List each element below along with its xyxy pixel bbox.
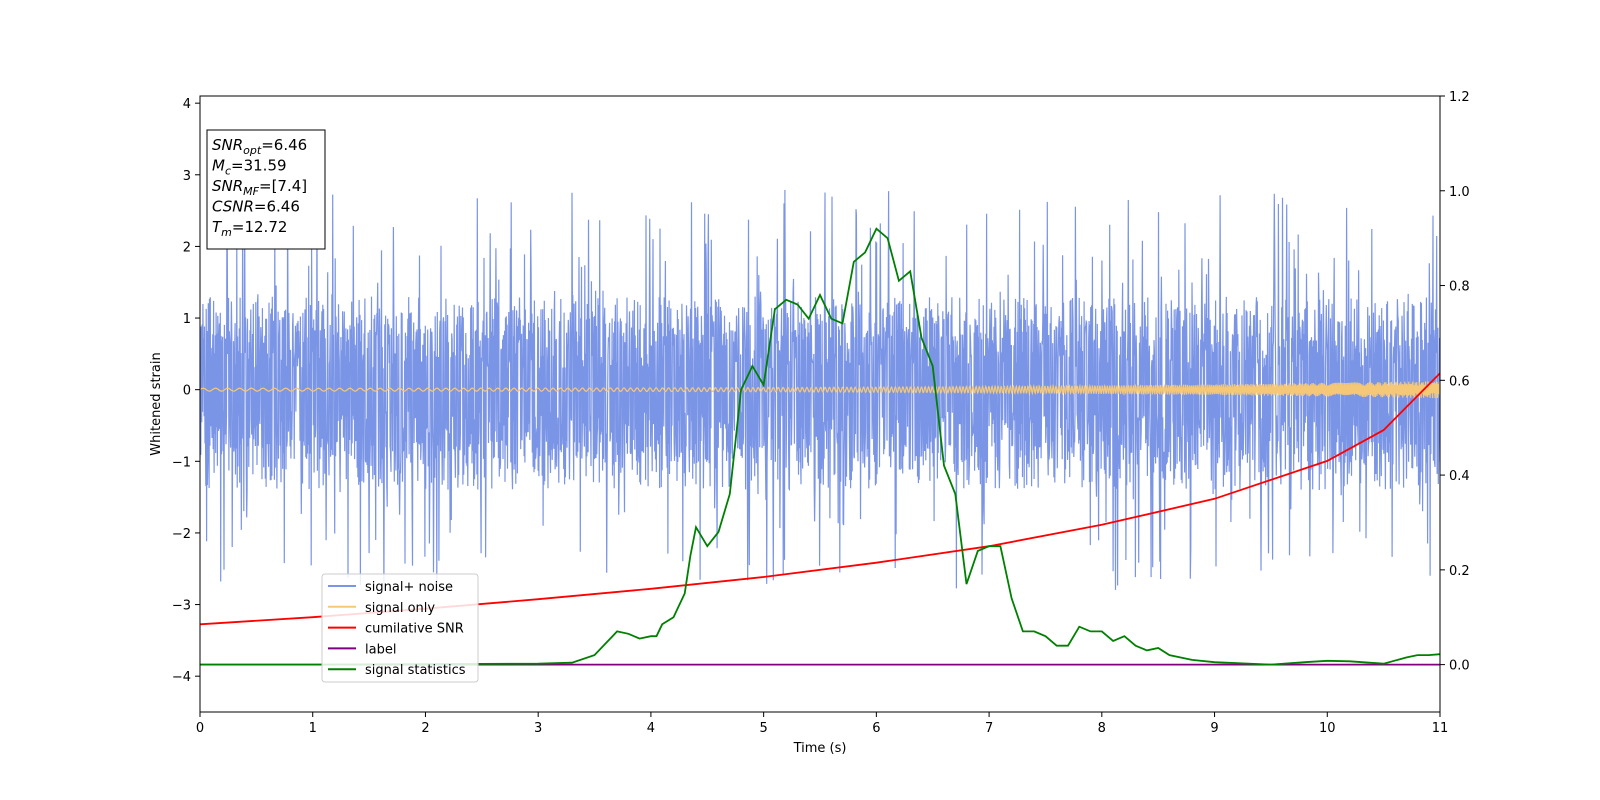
y-right-tick-label: 0.8 xyxy=(1449,280,1470,295)
y-left-tick-label: −3 xyxy=(172,599,191,614)
x-tick-label: 5 xyxy=(759,721,767,736)
series-line-signal-statistics xyxy=(200,227,1440,666)
y-right-tick-label: 1.2 xyxy=(1449,90,1470,105)
annotation-frame xyxy=(206,129,326,250)
annotation-line: Mc=31.59 xyxy=(212,157,287,178)
legend-label: signal+ noise xyxy=(365,580,453,595)
x-tick-label: 6 xyxy=(872,721,880,736)
x-tick-label: 8 xyxy=(1098,721,1106,736)
y-right-tick-label: 0.6 xyxy=(1449,374,1470,389)
x-tick-label: 0 xyxy=(196,721,204,736)
y-left-tick-label: 4 xyxy=(183,97,191,112)
y-left-tick-label: 1 xyxy=(183,312,191,327)
x-tick-label: 10 xyxy=(1319,721,1336,736)
series-line-signal-only xyxy=(200,381,1440,399)
y-axis-right: 0.0 0.2 0.4 0.6 0.8 1.0 1.2 xyxy=(1440,90,1470,674)
x-tick-label: 3 xyxy=(534,721,542,736)
annotation-line: CSNR=6.46 xyxy=(212,198,300,216)
y-left-tick-label: −1 xyxy=(172,455,191,470)
y-left-tick-label: −2 xyxy=(172,527,191,542)
legend-label: signal statistics xyxy=(365,663,466,678)
legend-label: cumilative SNR xyxy=(365,622,464,637)
y-left-tick-label: −4 xyxy=(172,670,191,685)
annotation-line: SNRopt=6.46 xyxy=(212,136,307,157)
legend-label: label xyxy=(365,642,396,657)
y-right-tick-label: 0.4 xyxy=(1449,469,1470,484)
y-left-tick-label: 2 xyxy=(183,240,191,255)
annotation-line: Tm=12.72 xyxy=(212,218,287,239)
x-tick-label: 1 xyxy=(309,721,317,736)
legend-label: signal only xyxy=(365,601,435,616)
x-axis: 0 1 2 3 4 5 6 7 8 9 10 11 xyxy=(196,712,1448,736)
x-tick-label: 4 xyxy=(647,721,655,736)
x-axis-label: Time (s) xyxy=(793,741,847,756)
legend-frame xyxy=(321,573,479,683)
y-right-tick-label: 1.0 xyxy=(1449,185,1470,200)
y-left-tick-label: 0 xyxy=(183,384,191,399)
y-axis-label: Whitened strain xyxy=(149,352,164,455)
y-axis-left: −4 −3 −2 −1 0 1 2 3 4 xyxy=(172,97,200,685)
y-left-tick-label: 3 xyxy=(183,169,191,184)
x-tick-label: 9 xyxy=(1210,721,1218,736)
legend: signal+ noise signal only cumilative SNR la… xyxy=(321,573,479,683)
x-tick-label: 2 xyxy=(421,721,429,736)
y-right-tick-label: 0.0 xyxy=(1449,659,1470,674)
plot-frame xyxy=(199,95,1441,713)
x-tick-label: 7 xyxy=(985,721,993,736)
y-right-tick-label: 0.2 xyxy=(1449,564,1470,579)
x-tick-label: 11 xyxy=(1432,721,1449,736)
series-line-signal-noise xyxy=(200,189,1440,590)
annotation-line: SNRMF=[7.4] xyxy=(212,177,307,198)
